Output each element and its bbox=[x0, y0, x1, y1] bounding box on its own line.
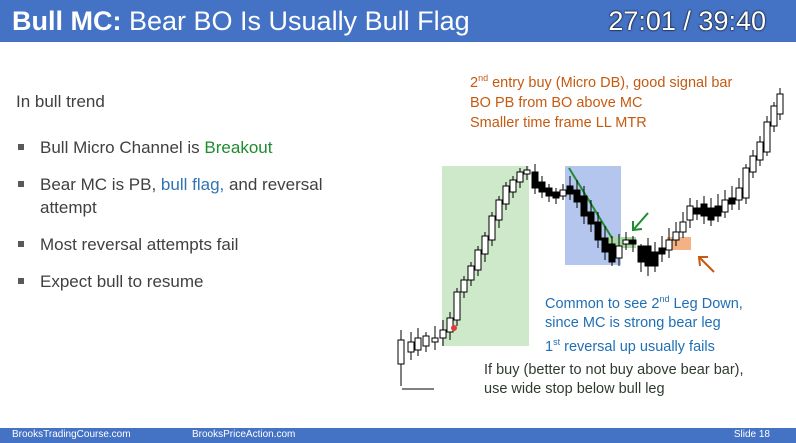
dark-line-2: use wide stop below bull leg bbox=[484, 381, 665, 397]
entry-bar-highlight bbox=[606, 237, 636, 248]
blue-line-2: since MC is strong bear leg bbox=[545, 314, 721, 331]
bear-candle bbox=[594, 221, 602, 241]
bear-candle bbox=[566, 185, 574, 195]
footer-center: BrooksPriceAction.com bbox=[192, 429, 296, 440]
bull-candle bbox=[615, 245, 623, 259]
bull-candle bbox=[495, 199, 503, 221]
bull-candle bbox=[474, 249, 482, 271]
bear-candle bbox=[580, 195, 588, 217]
video-timer: 27:01 / 39:40 bbox=[608, 6, 766, 36]
footer-right: Slide 18 bbox=[733, 429, 770, 440]
bull-candle bbox=[446, 317, 454, 333]
bull-candle bbox=[431, 337, 439, 343]
bear-candle bbox=[728, 197, 736, 205]
orange-annotation: 2nd entry buy (Micro DB), good signal ba… bbox=[470, 68, 732, 133]
bear-candle bbox=[700, 203, 708, 217]
bull-candle bbox=[735, 187, 743, 201]
green-arrow-icon bbox=[632, 212, 649, 232]
bull-candle bbox=[770, 105, 778, 127]
orange-line-3: Smaller time frame LL MTR bbox=[470, 114, 647, 131]
bear-candle bbox=[573, 189, 581, 203]
bear-candle bbox=[545, 187, 553, 197]
footer-bar: BrooksTradingCourse.com BrooksPriceActio… bbox=[0, 428, 796, 443]
bear-candle bbox=[587, 211, 595, 225]
bull-candle bbox=[453, 291, 461, 321]
footer-left: BrooksTradingCourse.com bbox=[12, 429, 131, 440]
bull-candle bbox=[763, 121, 771, 153]
bullet-item: Bull Micro Channel is Breakout bbox=[16, 136, 346, 159]
bear-candle bbox=[651, 251, 659, 267]
bull-candle bbox=[397, 339, 405, 365]
bull-candle bbox=[467, 265, 475, 281]
bull-candle bbox=[749, 155, 757, 173]
dark-annotation: If buy (better to not buy above bear bar… bbox=[484, 361, 744, 399]
bear-candle bbox=[714, 205, 722, 217]
slide-heading: In bull trend bbox=[16, 92, 105, 111]
orange-line-1: 2nd entry buy (Micro DB), good signal ba… bbox=[470, 73, 733, 91]
accent-bull-flag: bull flag, bbox=[160, 175, 225, 194]
accent-breakout: Breakout bbox=[204, 138, 273, 157]
candlesticks bbox=[397, 88, 784, 386]
bear-candle bbox=[707, 207, 715, 221]
bull-candle bbox=[672, 231, 680, 241]
orange-line-2: BO PB from BO above MC bbox=[470, 94, 643, 111]
bull-candle bbox=[460, 279, 468, 293]
bull-candle bbox=[686, 205, 694, 221]
bear-candle bbox=[601, 237, 609, 253]
bull-candle bbox=[559, 189, 567, 197]
bull-candle bbox=[776, 93, 784, 115]
bear-candle bbox=[538, 181, 546, 193]
bull-candle bbox=[509, 179, 517, 193]
blue-line-3: 1st reversal up usually fails bbox=[545, 336, 715, 355]
bull-candle bbox=[742, 167, 750, 199]
bullet-item: Expect bull to resume bbox=[16, 270, 346, 293]
bull-candle bbox=[523, 169, 531, 175]
title-bold: Bull MC: bbox=[12, 6, 122, 36]
bear-candle bbox=[608, 243, 616, 263]
slide-title: Bull MC: Bear BO Is Usually Bull Flag bbox=[12, 6, 470, 37]
blue-annotation: Common to see 2nd Leg Down, since MC is … bbox=[545, 290, 743, 357]
blue-line-1: Common to see 2nd Leg Down, bbox=[545, 294, 743, 312]
bear-candle bbox=[552, 191, 560, 199]
bull-candle bbox=[502, 185, 510, 205]
bear-candle bbox=[637, 245, 645, 263]
bull-candle bbox=[439, 329, 447, 339]
bull-candle bbox=[622, 239, 630, 245]
bull-candle bbox=[407, 341, 415, 353]
bear-candle bbox=[693, 207, 701, 215]
bull-candle bbox=[481, 235, 489, 255]
bull-candle bbox=[414, 337, 422, 351]
bear-candle bbox=[531, 171, 539, 189]
bullet-item: Bear MC is PB, bull flag, and reversal a… bbox=[16, 173, 346, 219]
bull-candle bbox=[756, 141, 764, 161]
bear-candle bbox=[629, 239, 637, 245]
orange-arrow-icon bbox=[697, 256, 715, 273]
dark-line-1: If buy (better to not buy above bear bar… bbox=[484, 362, 744, 378]
bear-candle bbox=[644, 245, 652, 267]
bullet-list: Bull Micro Channel is Breakout Bear MC i… bbox=[16, 136, 346, 307]
bull-candle bbox=[488, 215, 496, 241]
bull-candle bbox=[422, 335, 430, 347]
bullet-item: Most reversal attempts fail bbox=[16, 233, 346, 256]
entry-marker bbox=[451, 325, 457, 331]
bull-candle bbox=[665, 239, 673, 251]
bull-candle bbox=[679, 221, 687, 233]
bear-candle bbox=[658, 247, 666, 255]
bull-candle bbox=[721, 199, 729, 213]
bull-candle bbox=[516, 171, 524, 183]
title-rest: Bear BO Is Usually Bull Flag bbox=[121, 6, 470, 36]
title-bar: Bull MC: Bear BO Is Usually Bull Flag 27… bbox=[0, 0, 796, 42]
